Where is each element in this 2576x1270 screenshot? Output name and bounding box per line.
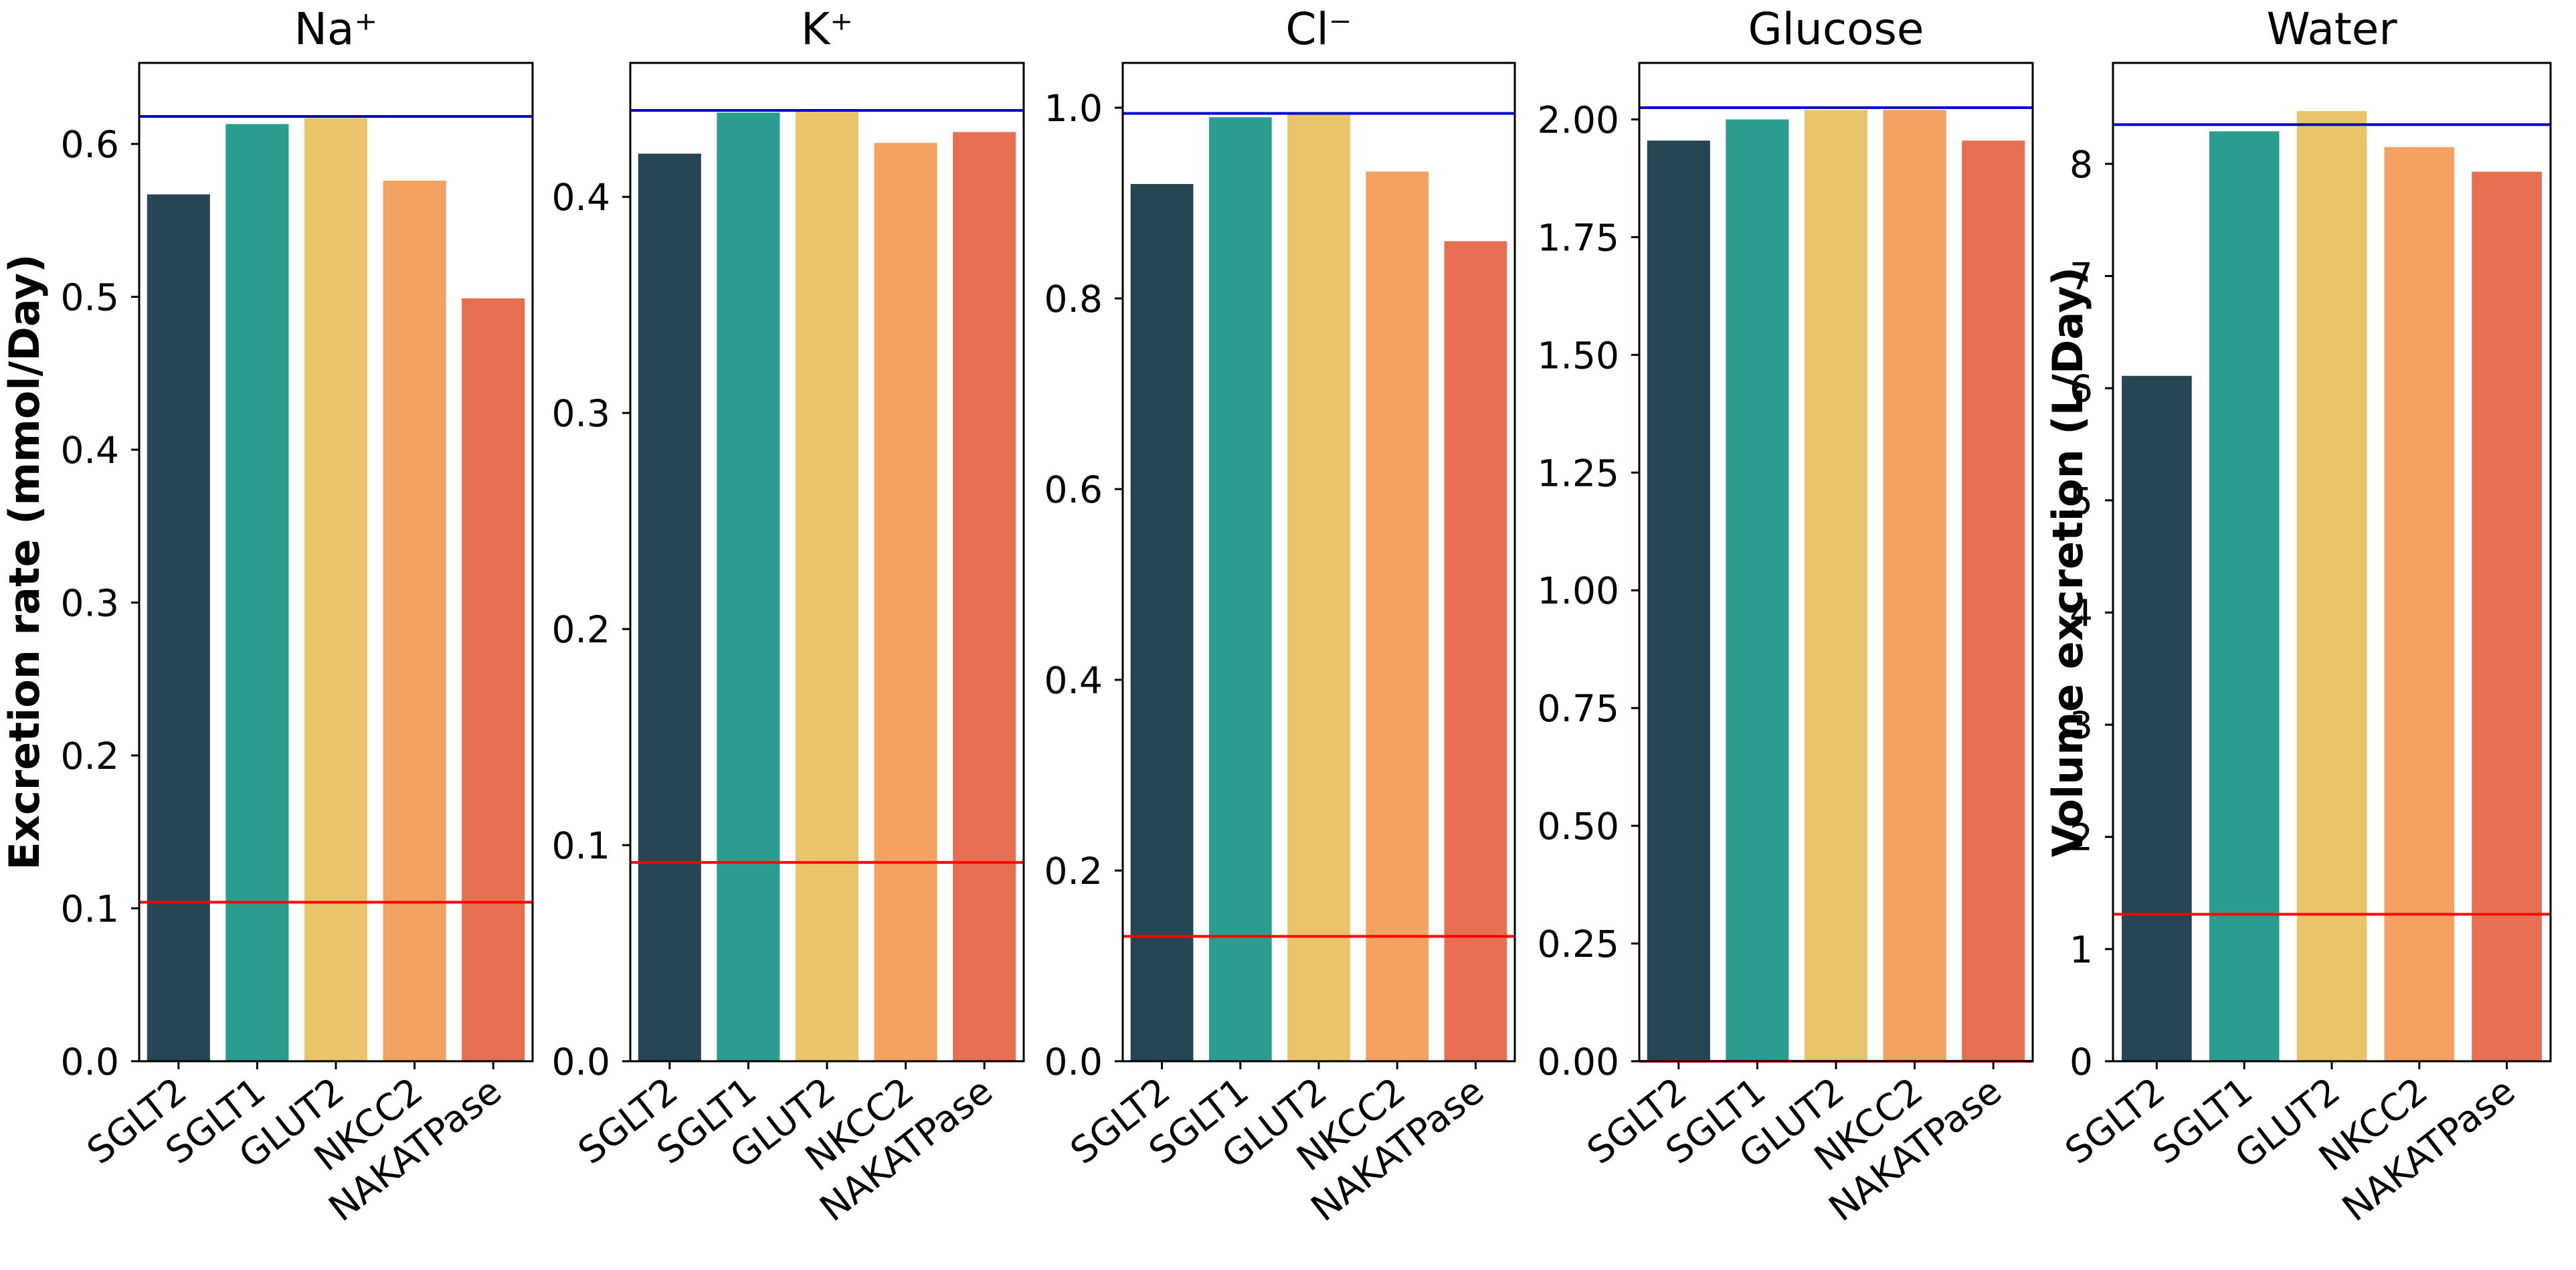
bar-glut2 (2296, 111, 2367, 1061)
bar-sglt1 (1726, 119, 1789, 1061)
panel-4: SGLT2SGLT1GLUT2NKCC2NAKATPase012345678Wa… (2043, 3, 2552, 1230)
bar-nkcc2 (2384, 147, 2455, 1061)
y-tick-label: 2.00 (1538, 98, 1619, 141)
axes-frame (138, 62, 534, 1063)
y-tick-label: 0.25 (1538, 923, 1619, 966)
axes-frame (2112, 62, 2552, 1063)
bar-sglt2 (2122, 375, 2192, 1062)
bar-sglt1 (1208, 117, 1272, 1062)
panel-title: Na⁺ (294, 3, 378, 55)
panel-title: K⁺ (801, 3, 853, 55)
y-tick-label: 1.25 (1538, 452, 1619, 494)
axes-frame (629, 62, 1025, 1063)
axes-frame (1121, 62, 1516, 1063)
bar-sglt1 (717, 112, 780, 1061)
y-tick-label: 0.4 (552, 176, 610, 219)
bar-nakatpase (1444, 241, 1507, 1061)
y-tick-label: 0.0 (61, 1040, 119, 1083)
bar-sglt2 (1647, 141, 1710, 1061)
bar-nkcc2 (1366, 171, 1429, 1061)
y-tick-label: 3 (2069, 704, 2093, 747)
y-tick-label: 0.2 (552, 608, 610, 651)
bar-glut2 (1287, 114, 1350, 1061)
y-tick-label: 0.8 (1044, 278, 1103, 321)
y-tick-label: 0.6 (61, 123, 119, 166)
y-tick-label: 2 (2069, 816, 2093, 859)
bar-nakatpase (1962, 141, 2025, 1061)
panel-3: SGLT2SGLT1GLUT2NKCC2NAKATPase0.000.250.5… (1538, 3, 2034, 1230)
y-tick-label: 1.0 (1044, 87, 1103, 130)
bar-nakatpase (953, 132, 1016, 1061)
y-tick-label: 0.6 (1044, 468, 1103, 511)
panel-title: Water (2266, 3, 2397, 55)
bar-glut2 (1804, 110, 1868, 1062)
y-tick-label: 0.3 (61, 582, 119, 625)
panel-2: SGLT2SGLT1GLUT2NKCC2NAKATPase0.00.20.40.… (1044, 3, 1516, 1230)
bar-nkcc2 (874, 143, 937, 1062)
y-tick-label: 0.75 (1538, 687, 1619, 730)
bar-sglt1 (2209, 131, 2280, 1061)
y-tick-label: 0 (2069, 1040, 2093, 1083)
y-tick-label: 0.00 (1538, 1040, 1619, 1083)
bar-nkcc2 (383, 180, 446, 1061)
bar-sglt1 (225, 124, 289, 1062)
y-tick-label: 0.4 (1044, 659, 1103, 702)
panel-1: SGLT2SGLT1GLUT2NKCC2NAKATPase0.00.10.20.… (552, 3, 1025, 1230)
y-axis-label: Excretion rate (mmol/Day) (0, 254, 49, 871)
y-tick-label: 1.00 (1538, 569, 1619, 612)
y-tick-label: 0.1 (552, 824, 610, 867)
bar-sglt2 (638, 153, 701, 1062)
y-tick-label: 8 (2069, 143, 2093, 186)
y-tick-label: 0.50 (1538, 805, 1619, 848)
y-tick-label: 0.1 (61, 888, 119, 931)
y-tick-label: 0.5 (61, 276, 119, 319)
panel-title: Glucose (1748, 3, 1924, 55)
y-tick-label: 4 (2069, 592, 2093, 634)
y-tick-label: 0.2 (61, 735, 119, 778)
x-tick-label: SGLT2 (2057, 1069, 2173, 1173)
bar-glut2 (795, 110, 859, 1062)
bar-sglt2 (1130, 183, 1194, 1061)
y-tick-label: 0.3 (552, 392, 610, 435)
panel-0: SGLT2SGLT1GLUT2NKCC2NAKATPase0.00.10.20.… (0, 3, 534, 1230)
panel-title: Cl⁻ (1285, 3, 1352, 55)
y-tick-label: 0.0 (1044, 1040, 1103, 1083)
y-tick-label: 1 (2069, 928, 2093, 971)
bar-nakatpase (2472, 171, 2542, 1062)
axes-frame (1638, 62, 2034, 1063)
y-tick-label: 7 (2069, 256, 2093, 298)
y-tick-label: 5 (2069, 480, 2093, 523)
bar-glut2 (304, 118, 368, 1062)
y-tick-label: 0.4 (61, 429, 119, 472)
bar-nakatpase (462, 298, 525, 1061)
y-tick-label: 6 (2069, 367, 2093, 410)
y-tick-label: 1.75 (1538, 216, 1619, 259)
y-axis-label: Volume excretion (L/Day) (2043, 267, 2092, 857)
bar-sglt2 (147, 194, 210, 1061)
bar-nkcc2 (1883, 110, 1946, 1062)
y-tick-label: 1.50 (1538, 334, 1619, 377)
y-tick-label: 0.0 (552, 1040, 610, 1083)
y-tick-label: 0.2 (1044, 850, 1103, 893)
